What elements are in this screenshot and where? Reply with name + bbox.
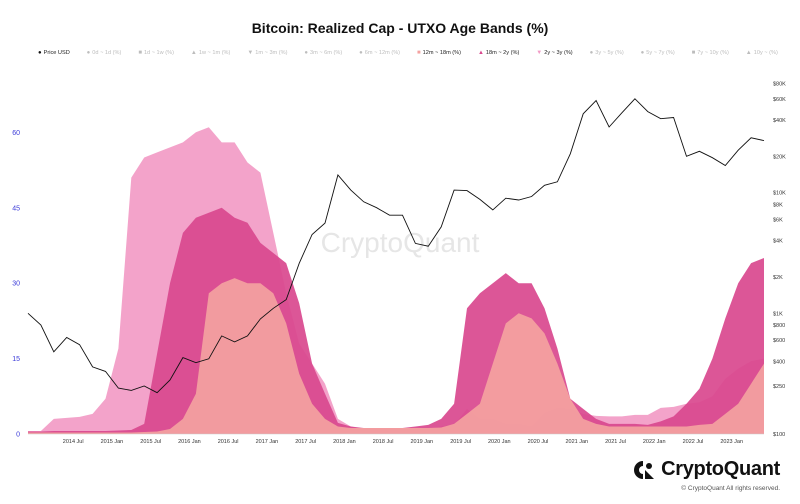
legend-label: 18m ~ 2y (%) xyxy=(485,50,520,56)
legend-label: 5y ~ 7y (%) xyxy=(646,50,675,56)
legend-label: Price USD xyxy=(43,50,70,56)
legend-item[interactable]: ■ 12m ~ 18m (%) xyxy=(417,50,461,56)
legend-item[interactable]: ● 5y ~ 7y (%) xyxy=(641,50,675,56)
legend-label: 12m ~ 18m (%) xyxy=(422,50,462,56)
y-left-tick-label: 0 xyxy=(16,432,20,439)
watermark: CryptoQuant xyxy=(321,227,480,258)
legend-marker-icon: ■ xyxy=(416,50,421,56)
x-tick-label: 2019 Jan xyxy=(410,439,433,445)
legend-item[interactable]: ▼ 2y ~ 3y (%) xyxy=(536,50,572,56)
legend-label: 10y ~ (%) xyxy=(753,50,778,56)
legend-marker-icon: ● xyxy=(359,50,363,56)
x-tick-label: 2018 Jan xyxy=(333,439,356,445)
y-right-tick-label: $4K xyxy=(773,239,783,245)
x-tick-label: 2017 Jul xyxy=(295,439,316,445)
legend-marker-icon: ● xyxy=(589,50,594,56)
y-left-tick-label: 30 xyxy=(12,281,20,288)
x-tick-label: 2016 Jul xyxy=(218,439,239,445)
legend-marker-icon: ▲ xyxy=(745,50,752,56)
legend-label: 1d ~ 1w (%) xyxy=(143,50,174,56)
y-right-tick-label: $1K xyxy=(773,311,783,317)
price-line xyxy=(27,98,765,394)
y-left-tick-label: 45 xyxy=(12,205,20,212)
x-tick-label: 2022 Jul xyxy=(683,439,704,445)
legend-item[interactable]: ▲ 1w ~ 1m (%) xyxy=(191,50,231,56)
legend-item[interactable]: ▲ 18m ~ 2y (%) xyxy=(478,50,519,56)
legend-marker-icon: ▼ xyxy=(247,50,254,56)
y-right-tick-label: $80K xyxy=(773,82,786,88)
legend-item[interactable]: ■ 7y ~ 10y (%) xyxy=(692,50,729,56)
legend-item[interactable]: ● 3m ~ 6m (%) xyxy=(304,50,342,56)
brand-logo: CryptoQuant xyxy=(633,458,780,481)
chart-legend: ● Price USD ● 0d ~ 1d (%) ■ 1d ~ 1w (%) ▲ 1w ~ … xyxy=(38,50,778,56)
legend-label: 2y ~ 3y (%) xyxy=(544,50,573,56)
y-right-tick-label: $8K xyxy=(773,202,783,208)
cryptoquant-logo-icon xyxy=(634,460,655,479)
legend-label: 1w ~ 1m (%) xyxy=(198,50,231,56)
legend-marker-icon: ● xyxy=(38,50,42,56)
legend-marker-icon: ● xyxy=(640,50,645,56)
legend-item[interactable]: ■ 1d ~ 1w (%) xyxy=(138,50,174,56)
legend-item[interactable]: ● 6m ~ 12m (%) xyxy=(359,50,400,56)
copyright-text: © CryptoQuant All rights reserved. xyxy=(681,485,780,492)
legend-item[interactable]: ▲ 10y ~ (%) xyxy=(746,50,778,56)
y-left-tick-label: 15 xyxy=(12,356,20,363)
legend-item[interactable]: ▼ 1m ~ 3m (%) xyxy=(247,50,287,56)
x-tick-label: 2020 Jan xyxy=(488,439,511,445)
x-tick-label: 2019 Jul xyxy=(450,439,471,445)
y-right-tick-label: $6K xyxy=(773,217,783,223)
legend-marker-icon: ▲ xyxy=(477,50,484,56)
x-tick-label: 2017 Jan xyxy=(256,439,279,445)
y-left-tick-label: 60 xyxy=(12,130,20,137)
legend-label: 3m ~ 6m (%) xyxy=(310,50,343,56)
legend-label: 3y ~ 5y (%) xyxy=(595,50,624,56)
y-right-tick-label: $2K xyxy=(773,275,783,281)
legend-marker-icon: ▲ xyxy=(190,50,197,56)
x-tick-label: 2016 Jan xyxy=(178,439,201,445)
y-right-tick-label: $800 xyxy=(773,323,785,329)
brand-name: CryptoQuant xyxy=(661,458,780,480)
legend-marker-icon: ■ xyxy=(138,50,142,56)
x-tick-label: 2015 Jul xyxy=(140,439,161,445)
x-tick-label: 2022 Jan xyxy=(643,439,666,445)
y-right-tick-label: $60K xyxy=(773,97,786,103)
legend-marker-icon: ▼ xyxy=(536,50,543,56)
y-right-tick-label: $10K xyxy=(773,191,786,197)
area-series xyxy=(28,278,764,434)
legend-item[interactable]: ● 0d ~ 1d (%) xyxy=(87,50,122,56)
x-tick-label: 2021 Jul xyxy=(605,439,626,445)
legend-marker-icon: ● xyxy=(304,50,309,56)
x-tick-label: 2021 Jan xyxy=(565,439,588,445)
legend-label: 1m ~ 3m (%) xyxy=(255,50,288,56)
y-right-tick-label: $40K xyxy=(773,118,786,124)
x-tick-label: 2015 Jan xyxy=(101,439,124,445)
y-right-tick-label: $400 xyxy=(773,359,785,365)
legend-item[interactable]: ● Price USD xyxy=(38,50,70,56)
x-tick-label: 2023 Jan xyxy=(720,439,743,445)
legend-label: 6m ~ 12m (%) xyxy=(364,50,401,56)
y-right-tick-label: $250 xyxy=(773,384,785,390)
x-tick-label: 2014 Jul xyxy=(63,439,84,445)
legend-marker-icon: ■ xyxy=(691,50,696,56)
legend-label: 7y ~ 10y (%) xyxy=(697,50,729,56)
x-tick-label: 2018 Jul xyxy=(373,439,394,445)
chart-title: Bitcoin: Realized Cap - UTXO Age Bands (… xyxy=(251,20,549,36)
legend-item[interactable]: ● 3y ~ 5y (%) xyxy=(590,50,624,56)
legend-marker-icon: ● xyxy=(86,50,91,56)
legend-label: 0d ~ 1d (%) xyxy=(92,50,122,56)
x-tick-label: 2020 Jul xyxy=(528,439,549,445)
y-right-tick-label: $100 xyxy=(773,432,785,438)
y-right-tick-label: $600 xyxy=(773,338,785,344)
y-right-tick-label: $20K xyxy=(773,154,786,160)
